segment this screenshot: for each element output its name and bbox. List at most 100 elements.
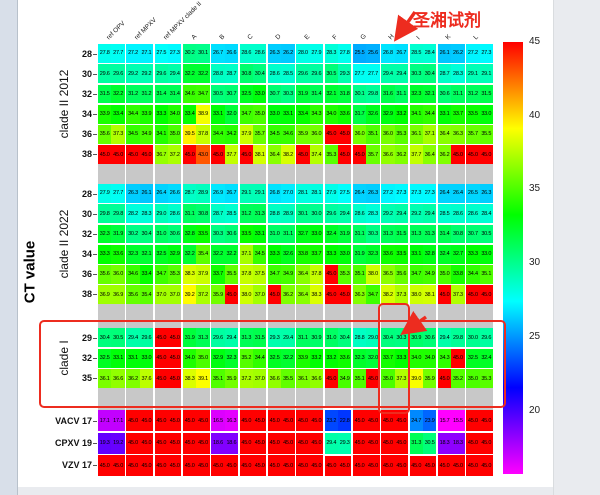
ct-value: 45.0 (139, 145, 154, 164)
ct-value: 32.6 (366, 104, 380, 124)
heatmap-cell: 45.0 45.0 (381, 432, 409, 454)
heatmap-cell: 34.7 34.9 (409, 265, 437, 284)
ct-value: 30.9 (409, 328, 423, 347)
na-cell (437, 304, 465, 328)
axis-tick (93, 214, 97, 215)
heatmap-cell: 26.7 26.6 (211, 44, 239, 63)
heatmap-cell: 45.0 35.2 (437, 369, 465, 388)
heatmap-cell: 45.0 45.0 (296, 455, 324, 476)
na-cell (239, 388, 267, 410)
ct-value: 29.4 (224, 328, 239, 347)
heatmap-cell: 36.6 35.5 (267, 369, 295, 388)
ct-value: 33.9 (98, 104, 112, 124)
ct-value: 23.2 (324, 410, 338, 431)
na-cell (267, 164, 295, 184)
ct-value: 33.4 (111, 104, 125, 124)
column-header: E (302, 33, 311, 42)
ct-value: 36.1 (98, 369, 112, 388)
heatmap-cell: 45.0 45.0 (239, 410, 267, 431)
ct-value: 35.3 (168, 265, 182, 284)
ct-value: 29.6 (479, 328, 493, 347)
heatmap-cell: 33.4 34.3 (296, 104, 324, 124)
ct-value: 34.9 (139, 125, 154, 144)
ct-value: 45.0 (381, 455, 395, 476)
row-label: 34 (81, 109, 92, 119)
ct-value: 35.0 (466, 369, 480, 388)
row-label: 32 (81, 229, 92, 239)
ct-value: 30.7 (466, 224, 480, 244)
heatmap-cell: 45.0 45.0 (182, 410, 210, 431)
heatmap-cell: 28.5 28.4 (409, 44, 437, 63)
control-row-label: VACV 17 (55, 416, 92, 426)
heatmap-cell: 45.0 45.0 (154, 455, 182, 476)
heatmap-cell: 32.8 33.5 (182, 224, 210, 244)
heatmap-cell: 45.0 45.0 (296, 432, 324, 454)
ct-value: 45.0 (437, 369, 452, 388)
heatmap-cell: 29.6 29.6 (98, 64, 125, 83)
ct-value: 30.4 (253, 64, 267, 83)
ct-value: 45.0 (281, 432, 295, 454)
heatmap-cell: 29.0 28.6 (154, 204, 182, 223)
heatmap-cell: 45.0 45.0 (126, 410, 154, 431)
group-label: clade II 2012 (57, 69, 71, 139)
ct-value: 29.6 (154, 64, 169, 83)
heatmap-cell: 37.0 37.0 (154, 285, 182, 304)
ct-value: 32.2 (196, 64, 210, 83)
ct-value: 30.3 (211, 224, 225, 244)
heatmap-cell: 18.3 18.3 (437, 432, 465, 454)
ct-value: 45.0 (479, 145, 493, 164)
ct-value: 35.6 (98, 265, 112, 284)
ct-value: 29.6 (324, 204, 338, 223)
ct-value: 33.5 (394, 244, 409, 264)
na-cell (352, 304, 380, 328)
axis-tick (93, 338, 97, 339)
column-header: C (246, 33, 255, 42)
ct-value: 37.5 (253, 265, 267, 284)
ct-value: 45.0 (126, 145, 140, 164)
ct-value: 29.4 (394, 204, 409, 223)
na-cell (296, 304, 324, 328)
ct-value: 32.3 (98, 224, 112, 244)
colorbar-tick-label: 40 (529, 109, 541, 121)
heatmap-cell: 26.4 26.6 (154, 184, 182, 203)
heatmap-cell: 35.0 33.8 (437, 265, 465, 284)
heatmap-cell: 29.3 29.4 (267, 328, 295, 347)
axis-tick (93, 274, 97, 275)
heatmap-cell: 45.0 45.0 (267, 455, 295, 476)
axis-tick (93, 378, 97, 379)
ct-value: 45.0 (154, 369, 169, 388)
heatmap-cell: 45.0 34.9 (324, 369, 352, 388)
ct-value: 45.0 (296, 145, 310, 164)
ct-value: 38.2 (381, 285, 395, 304)
heatmap-cell: 35.3 45.0 (324, 145, 352, 164)
ct-value: 26.3 (126, 184, 140, 203)
heatmap-cell: 31.0 30.6 (154, 224, 182, 244)
heatmap-cell: 39.2 37.2 (182, 285, 210, 304)
ct-value: 33.9 (296, 348, 310, 368)
ct-value: 31.0 (154, 224, 169, 244)
axis-tick (93, 114, 97, 115)
na-cell (154, 304, 182, 328)
heatmap-cell: 31.5 32.2 (98, 84, 125, 104)
ct-value: 37.2 (239, 369, 254, 388)
control-row-label: VZV 17 (61, 460, 92, 470)
heatmap-block: 30.4 30.5 29.4 29.6 45.0 45.0 31.9 31.3 29.6 29.4… (98, 328, 493, 388)
ct-value: 34.7 (366, 285, 380, 304)
row-label: 36 (81, 269, 92, 279)
ct-value: 37.0 (253, 285, 267, 304)
ct-value: 33.7 (451, 104, 465, 124)
ct-value: 34.0 (324, 104, 338, 124)
ct-value: 45.0 (366, 369, 380, 388)
heatmap-cell: 32.4 31.9 (324, 224, 352, 244)
colorbar (503, 42, 523, 474)
heatmap-cell: 45.0 45.0 (324, 285, 352, 304)
ct-value: 27.7 (111, 184, 125, 203)
heatmap-cell: 45.0 37.4 (296, 145, 324, 164)
ct-value: 34.1 (409, 104, 423, 124)
heatmap-cell: 33.9 33.2 (296, 348, 324, 368)
ct-value: 34.3 (309, 104, 324, 124)
ct-value: 28.4 (422, 44, 437, 63)
heatmap-cell: 35.0 35.3 (466, 369, 493, 388)
ct-value: 30.6 (437, 84, 452, 104)
heatmap-cell: 33.1 32.8 (409, 244, 437, 264)
